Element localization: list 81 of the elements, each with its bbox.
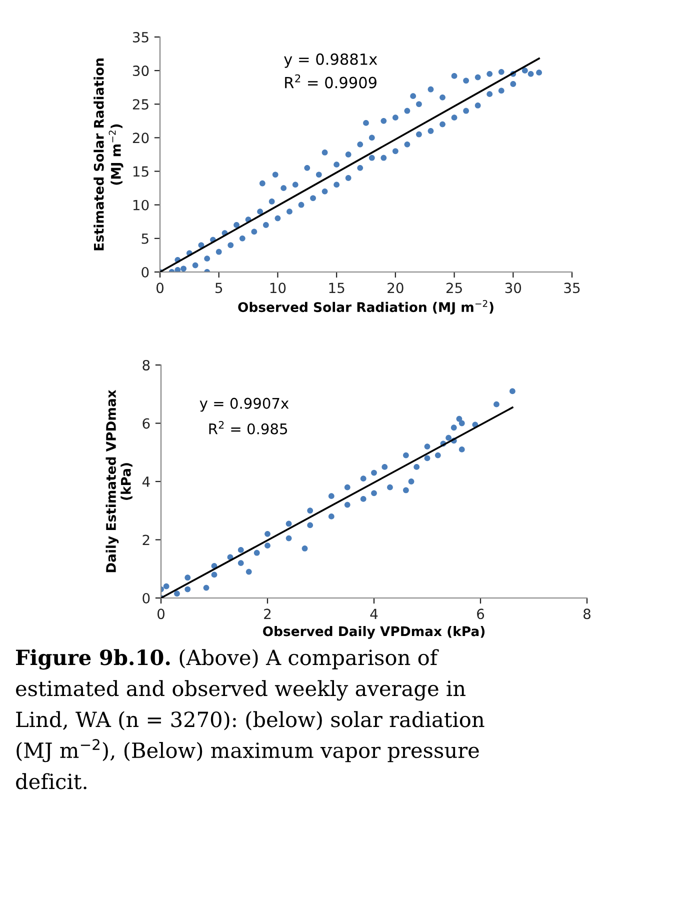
point	[246, 568, 252, 575]
y-tick-label: 0	[142, 266, 149, 278]
point	[360, 496, 366, 502]
x-tick-label: 35	[564, 282, 580, 294]
point	[238, 547, 244, 553]
text: estimated and observed weekly average in	[16, 680, 466, 701]
x-tick-label: 15	[329, 282, 344, 294]
point	[446, 434, 452, 441]
x-tick-label: 4	[370, 608, 378, 619]
point	[307, 508, 314, 514]
x-tick-label: 2	[264, 608, 271, 619]
point	[184, 574, 191, 581]
x-tick-label: 5	[216, 282, 222, 294]
y-tick-label: 20	[132, 132, 149, 144]
x-tick-label: 0	[157, 608, 164, 620]
text: (MJ m$^{−2}$), (Below) maximum vapor pressure	[16, 739, 479, 762]
point	[163, 583, 170, 590]
x-tick-label: 10	[270, 282, 286, 294]
annotation: R$^{2}$ = 0.985	[209, 420, 287, 434]
x-axis-title: Observed Solar Radiation (MJ m$^{−2}$)	[238, 300, 494, 315]
text: deficit.	[16, 773, 86, 790]
caption: Figure 9b.10.	[16, 649, 170, 670]
point	[408, 478, 414, 484]
x-tick-label: 0	[156, 282, 164, 294]
x-tick-label: 20	[388, 282, 404, 294]
point	[302, 546, 308, 552]
annotation: y = 0.9907x	[200, 398, 289, 412]
y-tick-label: 30	[132, 66, 149, 76]
y-tick-label: 5	[142, 234, 148, 244]
point	[254, 550, 260, 556]
point	[458, 446, 465, 452]
x-tick-label: 25	[446, 282, 462, 294]
y-axis-title: Daily Estimated VPDmax (kPa)	[106, 390, 132, 572]
x-tick-label: 8	[584, 608, 590, 620]
point	[328, 493, 334, 500]
point	[387, 484, 393, 490]
point	[344, 502, 350, 508]
y-tick-label: 2	[142, 534, 150, 546]
text: (Above) A comparison of	[180, 649, 439, 670]
x-axis-title: Observed Daily VPDmax (kPa)	[263, 626, 485, 639]
point	[174, 590, 180, 597]
point	[450, 424, 457, 431]
x-tick-label: 6	[477, 608, 484, 620]
y-tick-label: 8	[142, 360, 150, 370]
point	[238, 560, 244, 566]
point	[328, 514, 334, 520]
point	[403, 487, 409, 494]
y-tick-label: 35	[132, 32, 148, 42]
x-tick-label: 30	[505, 282, 522, 294]
point	[424, 455, 430, 462]
point	[203, 584, 210, 591]
point	[403, 452, 409, 458]
point	[494, 401, 500, 408]
text: Lind, WA (n = 3270): (below) solar radiation	[16, 711, 484, 730]
point	[264, 530, 270, 537]
y-tick-label: 15	[133, 166, 148, 177]
point	[286, 520, 292, 527]
point	[456, 416, 462, 422]
point	[510, 388, 516, 394]
annotation: R$^{2}$ = 0.9909	[285, 74, 376, 88]
point	[371, 470, 377, 476]
point	[264, 542, 270, 549]
point	[424, 444, 430, 450]
point	[371, 490, 377, 496]
point	[286, 535, 292, 542]
y-axis-title: Estimated Solar Radiation (MJ m$^{−2}$)	[94, 58, 124, 250]
point	[434, 452, 441, 458]
point	[458, 420, 465, 426]
y-tick-label: 25	[132, 99, 148, 110]
point	[414, 464, 420, 470]
point	[184, 586, 191, 592]
point	[211, 572, 218, 578]
annotation: y = 0.9881x	[284, 53, 378, 68]
y-tick-label: 6	[142, 418, 150, 429]
point	[360, 476, 366, 482]
point	[382, 464, 388, 470]
y-tick-label: 10	[133, 200, 149, 210]
point	[307, 522, 314, 528]
y-tick-label: 4	[142, 476, 150, 487]
point	[344, 484, 350, 490]
y-tick-label: 0	[142, 592, 150, 604]
